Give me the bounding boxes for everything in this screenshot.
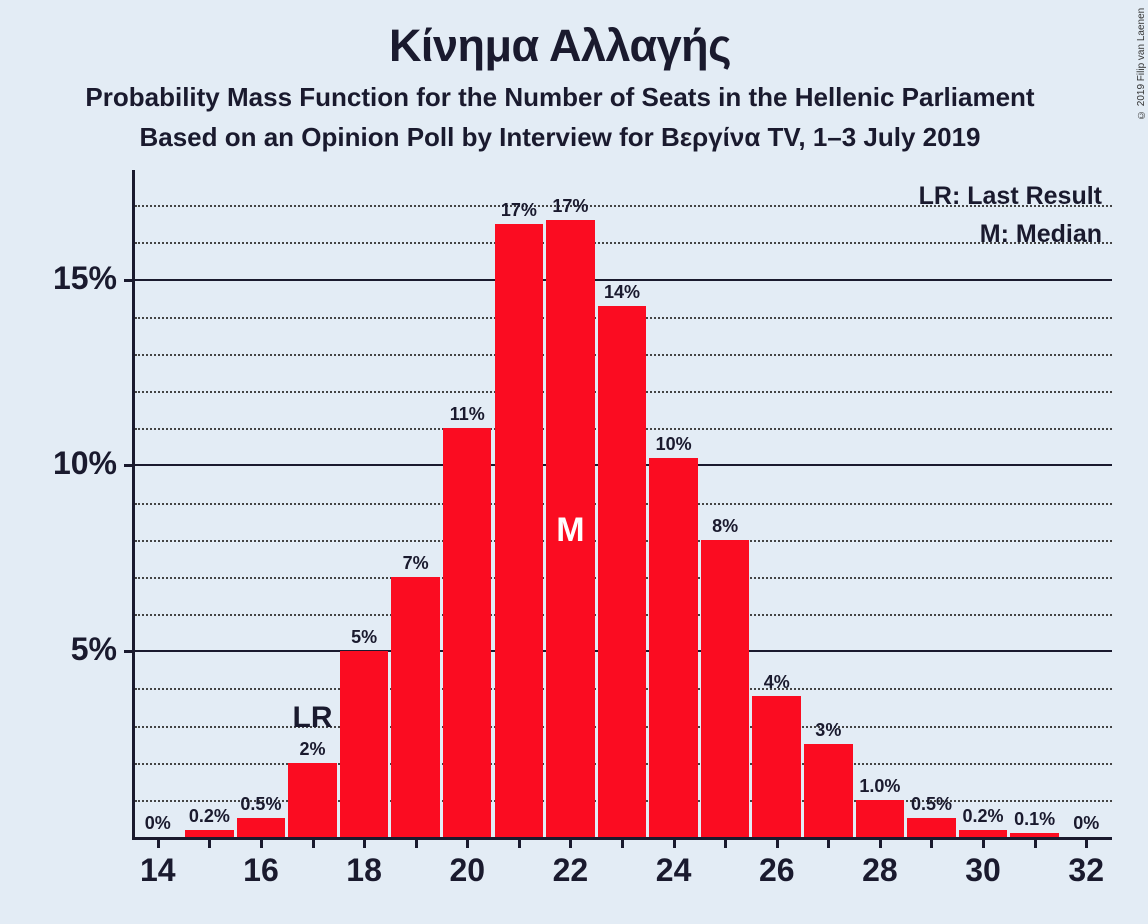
bar-value-label: 7% bbox=[403, 553, 429, 574]
y-axis-label: 15% bbox=[53, 260, 117, 297]
x-axis-label: 18 bbox=[346, 852, 382, 889]
bar-value-label: 0.1% bbox=[1014, 809, 1055, 830]
subtitle-line-2: Based on an Opinion Poll by Interview fo… bbox=[0, 122, 1120, 153]
bar bbox=[443, 428, 491, 837]
x-axis-label: 22 bbox=[553, 852, 589, 889]
bar-value-label: 3% bbox=[815, 720, 841, 741]
bar bbox=[804, 744, 852, 837]
bar-value-label: 17% bbox=[501, 200, 537, 221]
x-axis-label: 28 bbox=[862, 852, 898, 889]
bar bbox=[495, 224, 543, 837]
subtitle-line-1: Probability Mass Function for the Number… bbox=[0, 82, 1120, 113]
grid-minor bbox=[135, 242, 1112, 244]
bar-value-label: 0.2% bbox=[189, 806, 230, 827]
x-axis-label: 20 bbox=[449, 852, 485, 889]
bar-value-label: 10% bbox=[656, 434, 692, 455]
bar bbox=[185, 830, 233, 837]
chart-area: LR: Last Result M: Median 5%10%15%0%0.2%… bbox=[132, 170, 1112, 840]
y-axis bbox=[132, 170, 135, 840]
bar-value-label: 0.5% bbox=[240, 794, 281, 815]
grid-minor bbox=[135, 205, 1112, 207]
x-axis-label: 26 bbox=[759, 852, 795, 889]
median-marker: M bbox=[556, 511, 584, 550]
bar bbox=[649, 458, 697, 837]
legend-m: M: Median bbox=[980, 220, 1102, 249]
bar-value-label: 0% bbox=[145, 813, 171, 834]
bar-value-label: 8% bbox=[712, 516, 738, 537]
bar bbox=[288, 763, 336, 837]
bar bbox=[340, 651, 388, 837]
x-axis-label: 14 bbox=[140, 852, 176, 889]
bar bbox=[856, 800, 904, 837]
x-axis bbox=[132, 837, 1112, 840]
bar-value-label: 1.0% bbox=[859, 776, 900, 797]
x-axis-label: 24 bbox=[656, 852, 692, 889]
bar-value-label: 2% bbox=[300, 739, 326, 760]
bar-value-label: 0.2% bbox=[963, 806, 1004, 827]
copyright-text: © 2019 Filip van Laenen bbox=[1136, 8, 1148, 208]
bar bbox=[752, 696, 800, 837]
bar-value-label: 17% bbox=[552, 196, 588, 217]
bar bbox=[598, 306, 646, 837]
bar bbox=[959, 830, 1007, 837]
bar-value-label: 0% bbox=[1073, 813, 1099, 834]
bar bbox=[701, 540, 749, 837]
last-result-marker: LR bbox=[293, 701, 333, 735]
bar-value-label: 14% bbox=[604, 282, 640, 303]
main-title: Κίνημα Αλλαγής bbox=[0, 20, 1120, 72]
bar-value-label: 0.5% bbox=[911, 794, 952, 815]
x-axis-label: 32 bbox=[1068, 852, 1104, 889]
bar bbox=[907, 818, 955, 837]
x-axis-label: 30 bbox=[965, 852, 1001, 889]
grid-major bbox=[135, 279, 1112, 281]
x-axis-label: 16 bbox=[243, 852, 279, 889]
y-axis-label: 10% bbox=[53, 445, 117, 482]
bar bbox=[237, 818, 285, 837]
bar-value-label: 4% bbox=[764, 672, 790, 693]
y-axis-label: 5% bbox=[71, 631, 117, 668]
bar bbox=[391, 577, 439, 837]
bar-value-label: 5% bbox=[351, 627, 377, 648]
bar-value-label: 11% bbox=[450, 404, 485, 425]
